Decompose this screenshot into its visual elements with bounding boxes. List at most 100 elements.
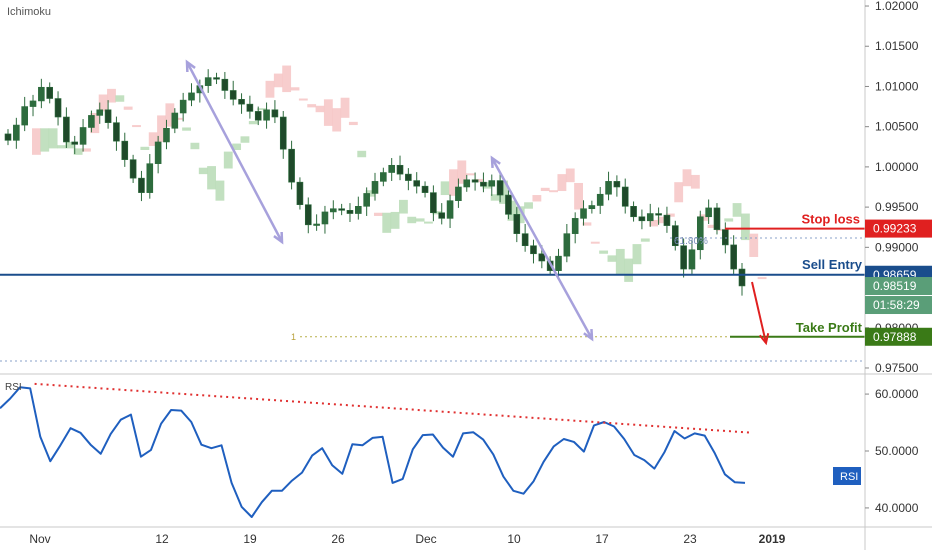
ichimoku-cloud-segment [323,99,333,126]
ichimoku-cloud-segment [190,142,200,150]
stop-loss-price-tag-bg [865,219,932,238]
candle-body [179,99,187,114]
candle-body [521,233,529,247]
candle-body [296,181,304,205]
candle-body [430,192,437,214]
current-price-tag-bg [865,277,932,296]
candle-body [271,109,279,118]
sell-entry-label: Sell Entry [802,257,863,272]
ichimoku-cloud-segment [432,211,442,215]
ichimoku-cloud-segment [90,113,100,134]
ichimoku-cloud-segment [515,206,525,224]
candle-body [396,164,404,175]
candle-body [696,216,704,251]
time-tick-label: 23 [683,532,697,546]
ichimoku-cloud-segment [373,212,383,216]
candle-body [4,133,12,141]
candle-body [405,173,412,181]
candle-body [563,233,571,257]
candle-body [480,181,487,187]
countdown-tag-bg [865,296,932,315]
price-tick-label: 0.99000 [875,240,919,254]
ichimoku-cloud-segment [107,88,116,103]
current-price-tag: 0.98519 [873,279,917,293]
ichimoku-cloud-segment [207,166,216,190]
candle-body [538,253,546,262]
ichimoku-cloud-segment [532,195,542,202]
candle-body [146,163,154,193]
ichimoku-cloud-segment [424,221,433,224]
target-arrow [751,281,767,344]
candle-body [321,211,329,225]
ichimoku-cloud-segment [32,128,41,155]
candle-body [46,86,54,99]
candle-body [38,86,45,102]
ichimoku-cloud-segment [590,241,600,244]
ichimoku-cloud-segment [674,182,684,203]
candle-body [638,216,646,222]
candle-body [488,180,496,187]
take-profit-price-tag: 0.97888 [873,330,917,344]
candle-body [88,115,95,128]
ichimoku-cloud-segment [165,103,175,127]
ichimoku-cloud-segment [390,211,400,229]
candle-body [438,212,446,219]
ichimoku-cloud-segment [474,178,483,183]
ichimoku-cloud-segment [82,148,91,152]
ichimoku-cloud-segment [649,219,659,227]
candle-body [346,210,354,214]
candle-body [580,208,587,219]
ichimoku-cloud-segment [399,199,408,214]
candle-body [505,194,512,215]
candle-body [455,186,462,201]
time-tick-label: Dec [415,532,436,546]
move-arrow-2-head [490,155,501,169]
ichimoku-cloud-segment [724,218,734,222]
candle-body [138,177,145,193]
ichimoku-cloud-segment [640,238,650,242]
candle-body [188,92,195,101]
candle-body [96,109,104,116]
candle-body [171,112,179,129]
ichimoku-cloud-segment [499,180,508,204]
ichimoku-cloud-segment [132,125,141,128]
rsi-pane-label: RSI [5,382,22,393]
ichimoku-cloud-segment [232,143,242,150]
ichimoku-cloud-segment [65,141,75,149]
ichimoku-cloud-segment [265,80,275,98]
move-arrow-1 [185,61,284,243]
ichimoku-cloud-segment [332,108,342,132]
ichimoku-cloud-segment [440,181,450,196]
ichimoku-cloud-segment [215,180,225,201]
ichimoku-cloud-segment [57,145,66,149]
ichimoku-cloud-segment [340,97,350,118]
candle-body [605,181,612,195]
take-profit-price-tag-bg [865,327,932,346]
ichimoku-cloud-segment [707,224,717,229]
target-arrow-head [758,333,770,346]
ichimoku-cloud-segment [73,148,83,155]
candle-body [446,200,454,219]
ichimoku-cloud-segment [449,169,458,196]
ichimoku-cloud-segment [307,104,317,108]
ichimoku-cloud-segment [482,182,492,189]
ichimoku-cloud-segment [549,190,558,193]
ichimoku-cloud-segment [240,136,250,143]
candle-body [79,127,87,145]
ichimoku-cloud-segment [615,248,625,276]
candle-body [204,77,212,86]
candle-body [688,249,696,270]
candle-body [680,245,687,270]
ichimoku-cloud-segment [407,216,417,224]
move-arrow-1-head [185,59,196,73]
price-tick-label: 1.02000 [875,0,919,13]
fib-level-label: 61.80% [674,236,708,247]
price-tick-label: 1.01000 [875,79,919,93]
candle-body [163,127,170,143]
candle-body [663,214,671,226]
time-tick-label: 2019 [759,532,786,546]
ichimoku-cloud-segment [632,244,642,265]
price-tick-label: 1.00500 [875,120,919,134]
price-tick-label: 0.97500 [875,361,919,375]
candle-body [713,207,721,230]
